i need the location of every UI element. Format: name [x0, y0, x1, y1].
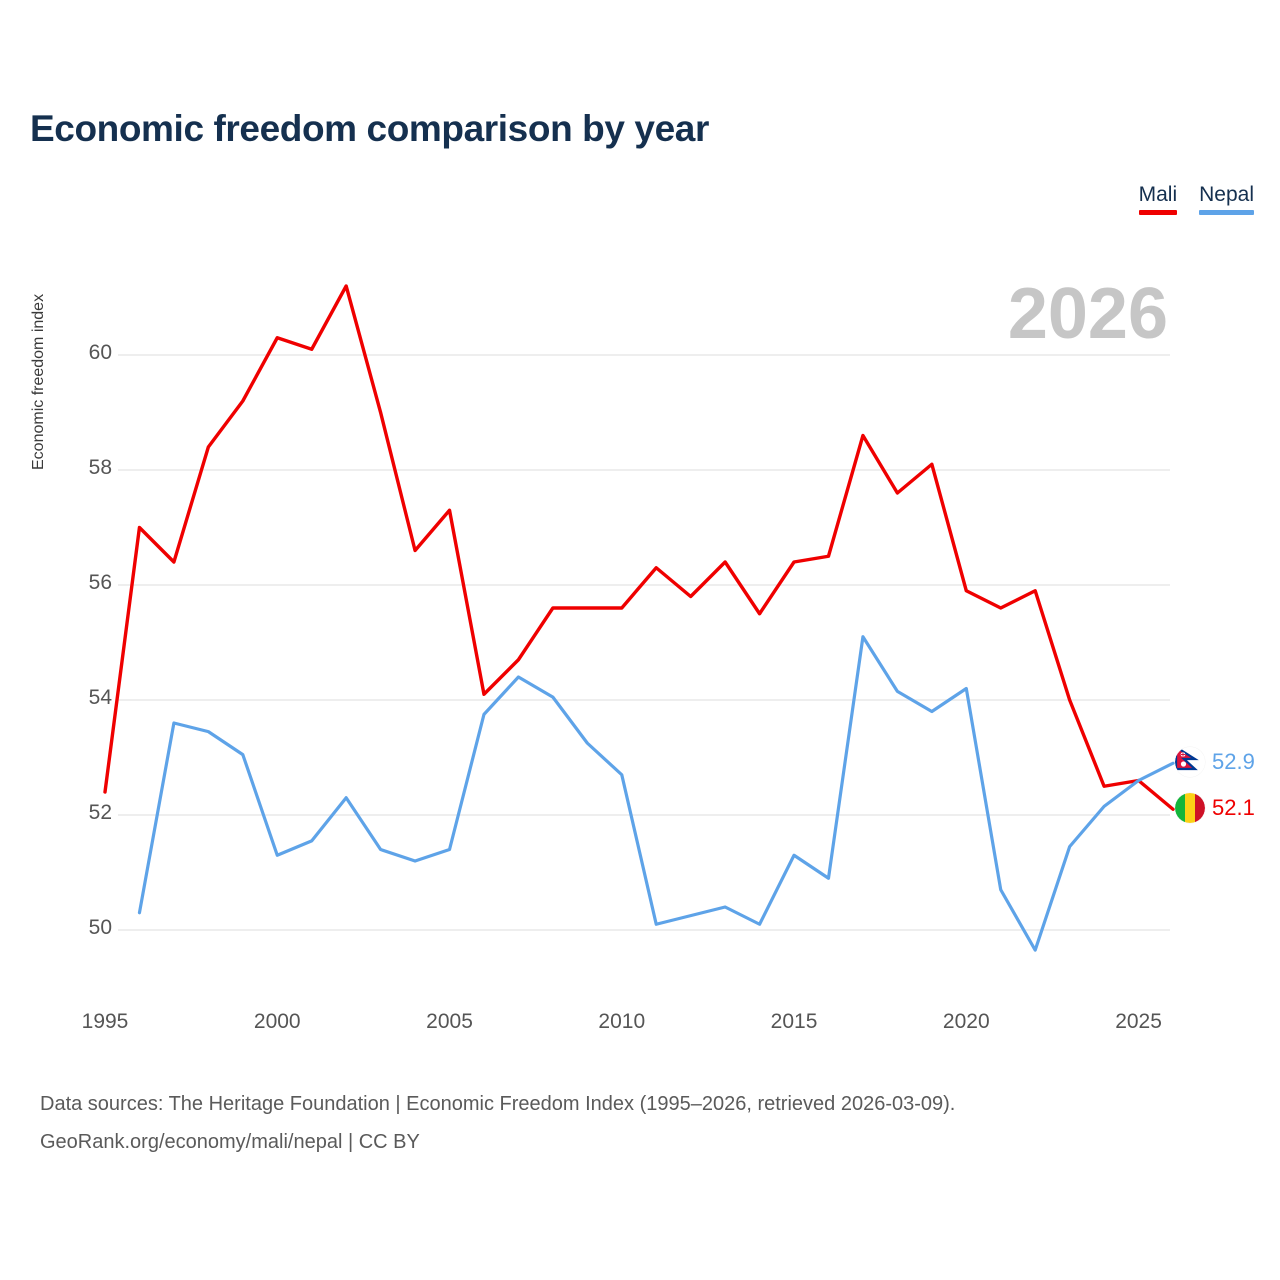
nepal-flag-icon — [1175, 747, 1205, 778]
footer: Data sources: The Heritage Foundation | … — [40, 1085, 955, 1161]
legend: Mali Nepal — [1138, 182, 1254, 215]
x-tick-label: 1995 — [81, 1010, 129, 1033]
legend-item-mali[interactable]: Mali — [1138, 182, 1178, 215]
legend-label-nepal: Nepal — [1199, 183, 1254, 206]
end-value-mali: 52.1 — [1212, 795, 1255, 821]
legend-label-mali: Mali — [1138, 183, 1178, 206]
footer-line-1: Data sources: The Heritage Foundation | … — [40, 1093, 956, 1115]
x-tick-label: 2000 — [253, 1010, 301, 1033]
x-tick-label: 2020 — [942, 1010, 990, 1033]
y-tick-label: 54 — [88, 686, 112, 709]
x-tick-label: 2015 — [770, 1010, 818, 1033]
legend-item-nepal[interactable]: Nepal — [1199, 182, 1254, 215]
legend-swatch-nepal — [1199, 210, 1254, 215]
end-label-mali: 52.1 — [1175, 793, 1255, 824]
end-value-nepal: 52.9 — [1212, 749, 1255, 775]
series-lines — [103, 284, 1175, 952]
y-tick-label: 50 — [88, 916, 112, 939]
y-tick-label: 56 — [88, 571, 112, 594]
x-tick-label: 2025 — [1115, 1010, 1162, 1033]
mali-flag-icon — [1175, 793, 1205, 824]
y-tick-label: 52 — [88, 801, 112, 824]
y-axis-title: Economic freedom index — [30, 293, 47, 470]
y-tick-label: 58 — [88, 456, 112, 479]
page-title: Economic freedom comparison by year — [30, 108, 709, 149]
y-tick-label: 60 — [88, 341, 112, 364]
end-label-nepal: 52.9 — [1175, 747, 1255, 778]
series-line-mali — [103, 284, 1175, 811]
series-line-nepal — [137, 635, 1175, 952]
year-watermark: 2026 — [1007, 274, 1168, 354]
legend-swatch-mali — [1138, 210, 1178, 215]
x-tick-label: 2005 — [426, 1010, 473, 1033]
x-tick-label: 2010 — [598, 1010, 646, 1033]
gridlines — [118, 354, 1170, 931]
footer-line-2: GeoRank.org/economy/mali/nepal | CC BY — [40, 1131, 420, 1153]
